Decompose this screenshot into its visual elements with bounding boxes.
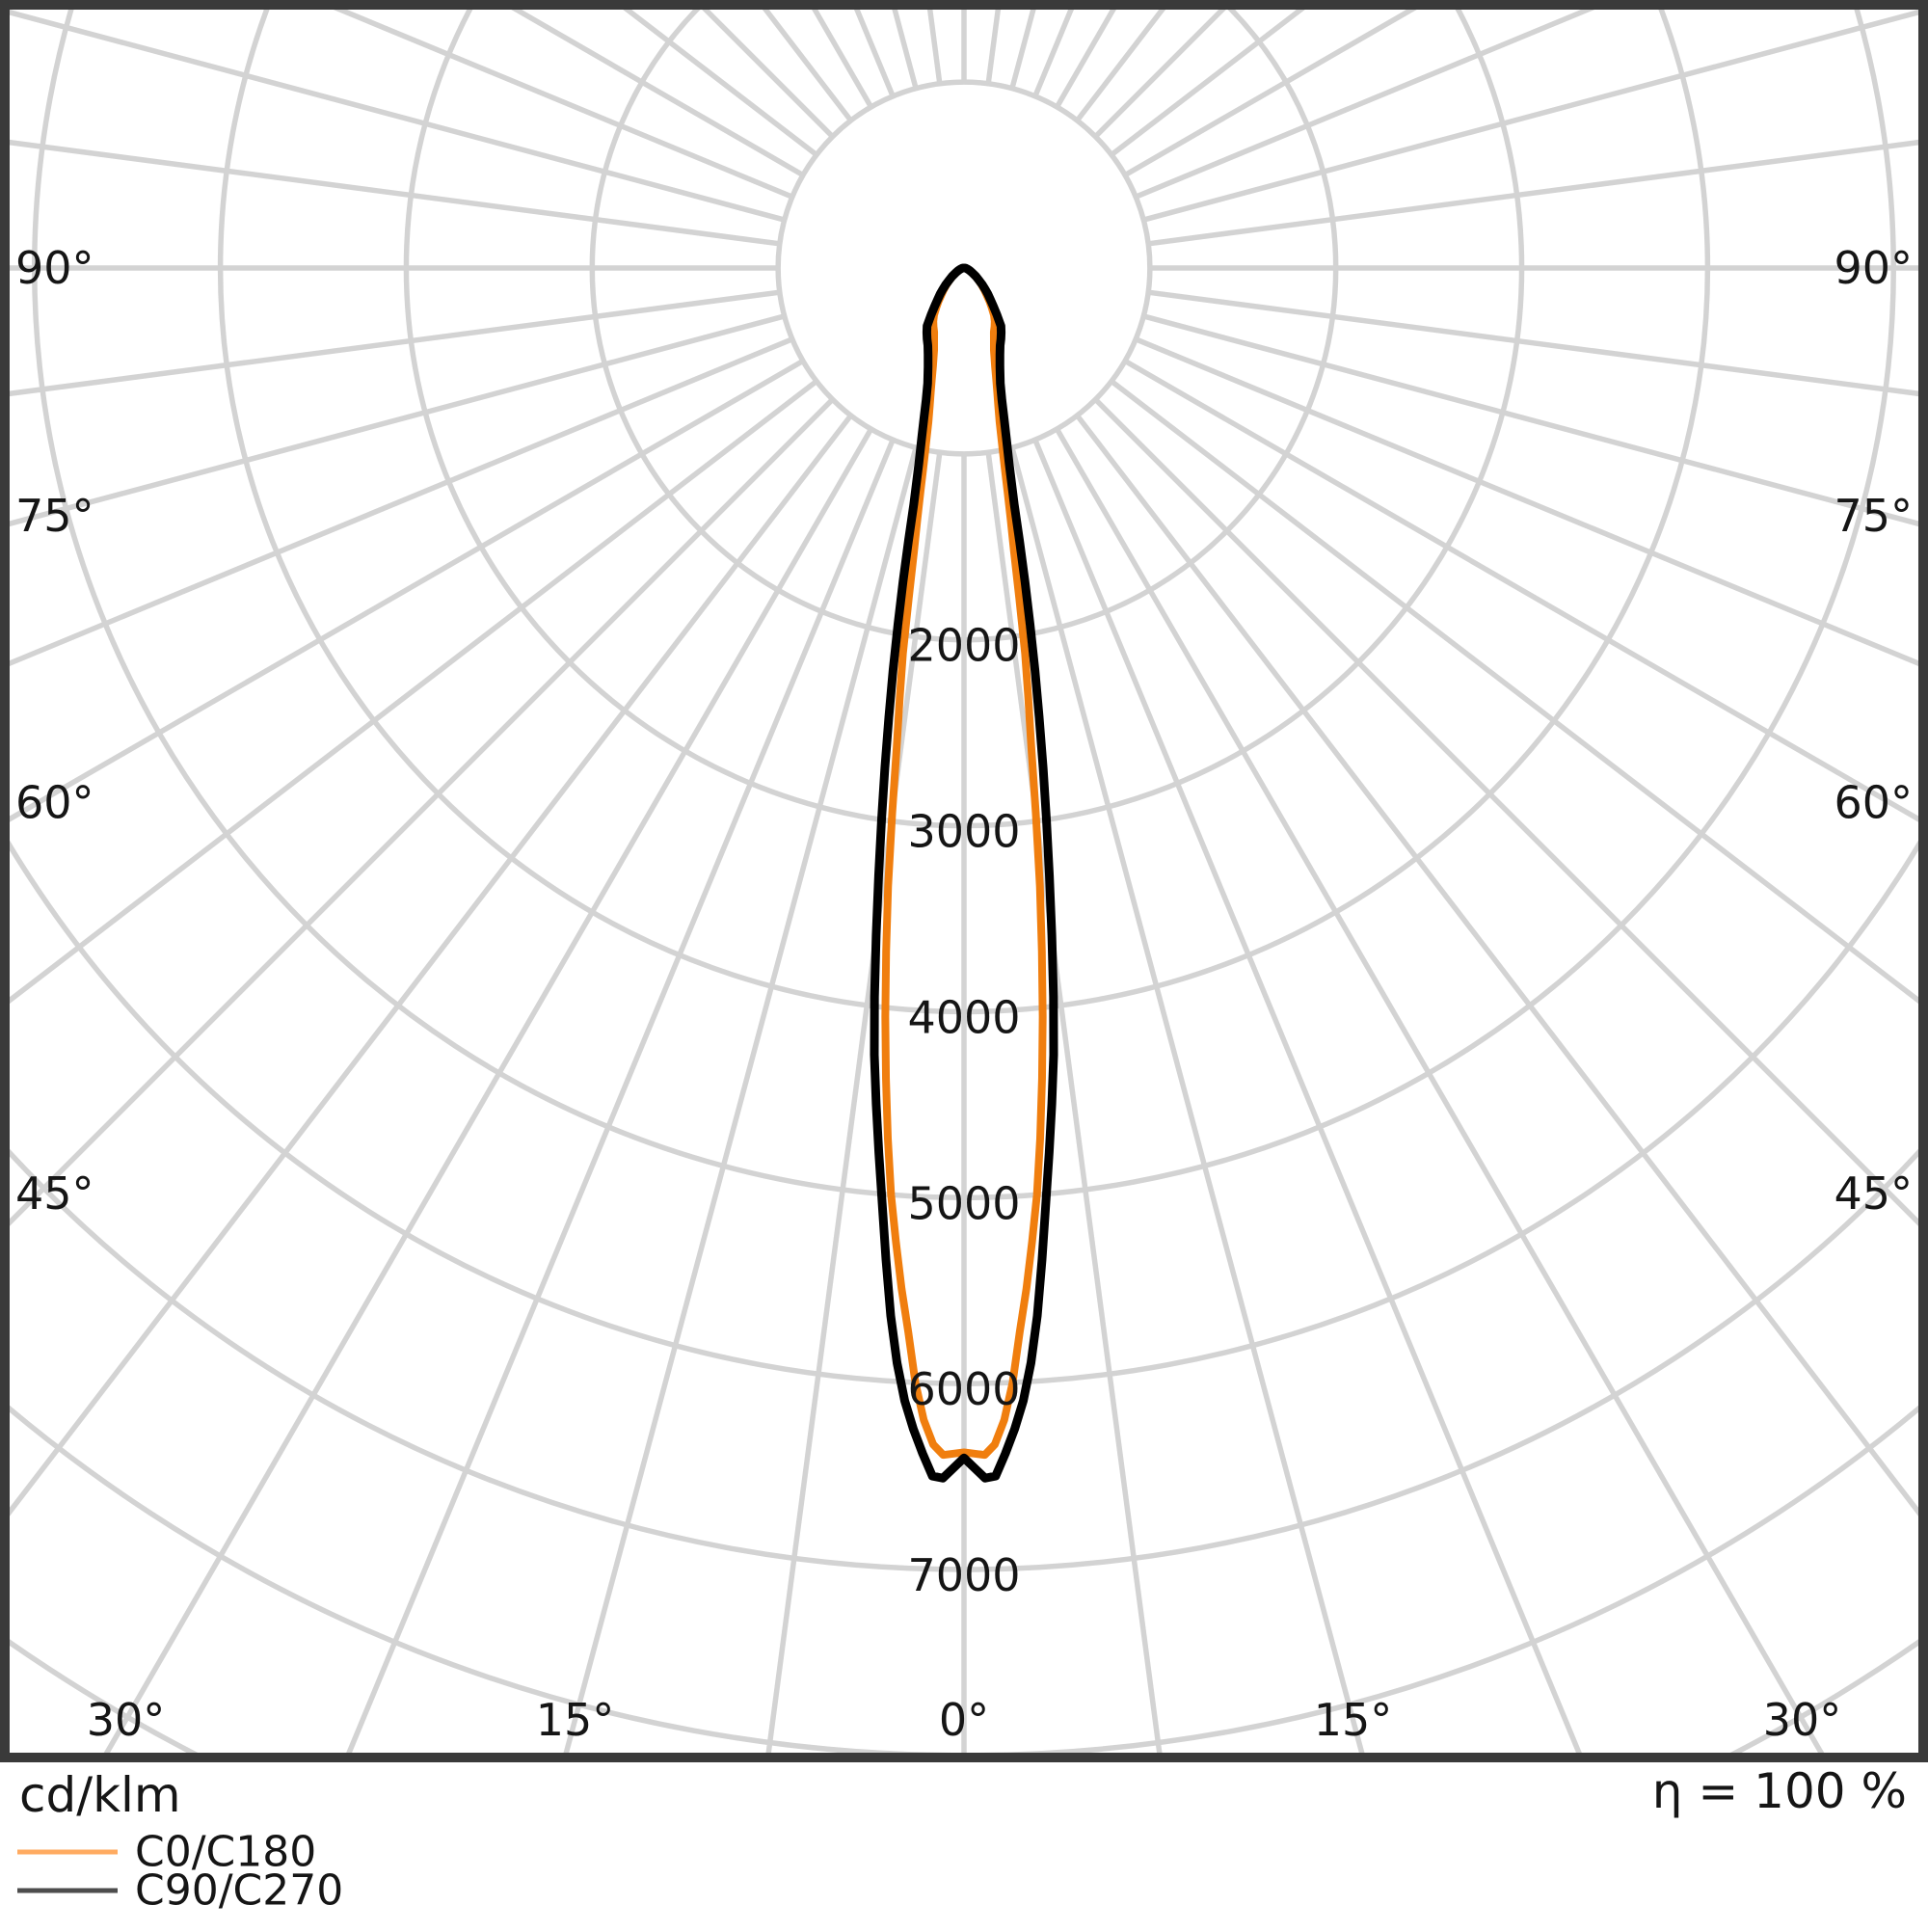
ring-label-3000: 3000 [907,806,1020,858]
ring-label-4000: 4000 [907,991,1020,1043]
angle-label-right-90: 90° [1834,242,1913,294]
curve-c90-c270 [870,263,1058,1483]
grid-spoke-217.5 [762,10,853,122]
angle-label-right-60: 60° [1834,776,1913,828]
grid-spoke-322.5 [10,414,853,1516]
grid-spoke-15 [1009,446,1365,1753]
ring-label-6000: 6000 [907,1363,1020,1415]
grid-spoke-172.5 [985,10,1002,85]
angle-label-bottom-right-30: 30° [1763,1694,1842,1746]
angle-label-left-45: 45° [15,1167,94,1220]
grid-spoke-300 [10,359,805,822]
grid-spoke-105 [1142,10,1918,223]
angle-label-left-60: 60° [15,776,94,828]
ring-label-5000: 5000 [907,1177,1020,1229]
grid-spoke-262.5 [10,139,781,247]
grid-spoke-30 [1055,427,1825,1753]
axis-labels: 2000 3000 4000 5000 6000 7000 90° 90° 75° 75° 60° 6… [15,242,1913,1746]
angle-label-right-45: 45° [1834,1167,1913,1220]
grid-spoke-142.5 [1075,10,1166,122]
grid-spoke-345 [563,446,919,1753]
grid-spoke-112.5 [1135,10,1595,200]
grid-spoke-75 [1142,313,1918,527]
grid-spoke-232.5 [623,10,818,157]
angle-label-left-75: 75° [15,490,94,542]
grid-spoke-255 [10,10,786,223]
grid-spoke-60 [1123,359,1918,822]
units-label: cd/klm [19,1767,181,1823]
grid-spoke-52.5 [1110,379,1918,1005]
angle-label-bottom-0: 0° [939,1694,989,1746]
grid-spoke-352.5 [765,451,943,1753]
grid-spoke-277.5 [10,289,781,397]
grid-spoke-67.5 [1135,336,1918,667]
grid-spoke-187.5 [926,10,943,85]
grid-spoke-45 [1093,397,1918,1226]
ring-label-2000: 2000 [907,620,1020,672]
grid-spoke-292.5 [10,336,793,667]
grid-spoke-127.5 [1110,10,1305,157]
grid-spoke-315 [10,397,835,1226]
intensity-curves [870,263,1058,1483]
efficiency-label: η = 100 % [1652,1763,1907,1819]
grid-spoke-307.5 [10,379,818,1005]
angle-label-right-75: 75° [1834,490,1913,542]
legend-label-c0-c180: C0/C180 [135,1828,316,1877]
ring-label-7000: 7000 [907,1549,1020,1601]
angle-label-bottom-left-30: 30° [87,1694,166,1746]
angle-label-bottom-right-15: 15° [1314,1694,1393,1746]
legend-label-c90-c270: C90/C270 [135,1866,343,1916]
grid-spoke-330 [103,427,873,1753]
legend: C0/C180 C90/C270 [17,1828,343,1916]
grid-spoke-337.5 [346,439,896,1753]
angle-label-bottom-left-15: 15° [536,1694,615,1746]
grid-spoke-247.5 [333,10,793,200]
grid-spoke-82.5 [1147,289,1918,397]
grid-spoke-97.5 [1147,139,1918,247]
curve-c0-c180 [881,264,1047,1460]
plot-frame [0,0,1928,1762]
grid-spoke-22.5 [1032,439,1582,1753]
grid-spoke-7.5 [985,451,1163,1753]
grid-spoke-285 [10,313,786,527]
grid-spoke-37.5 [1075,414,1918,1516]
angle-label-left-90: 90° [15,242,94,294]
